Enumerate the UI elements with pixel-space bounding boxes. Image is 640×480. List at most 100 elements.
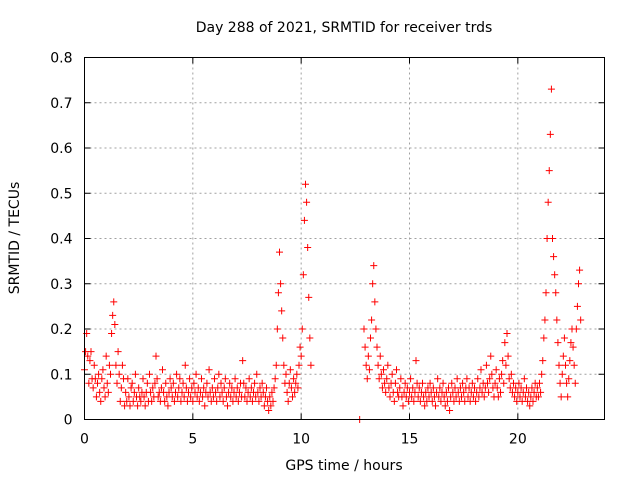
y-tick-label: 0.2	[50, 322, 72, 338]
data-point	[91, 375, 99, 383]
axis-ticks: 0 0.1 0.2 0.3 0.4 0.5 0.6 0.7 0.8 0 5 10 15 20	[50, 51, 605, 448]
data-point	[503, 330, 511, 338]
data-point	[245, 375, 253, 383]
data-point	[504, 352, 512, 360]
data-point	[189, 397, 197, 405]
data-point	[499, 357, 507, 365]
data-point	[563, 379, 571, 387]
data-point	[442, 388, 450, 396]
data-point	[526, 402, 534, 410]
data-point	[559, 352, 567, 360]
data-point	[231, 375, 239, 383]
data-point	[362, 361, 370, 369]
x-tick-label: 0	[80, 432, 89, 448]
data-point	[164, 402, 172, 410]
chart-title: Day 288 of 2021, SRMTID for receiver trd…	[196, 20, 493, 36]
data-point	[201, 402, 209, 410]
data-point	[386, 393, 394, 401]
data-point	[258, 379, 266, 387]
data-point	[487, 352, 495, 360]
data-point	[298, 325, 306, 333]
data-point	[468, 379, 476, 387]
data-point	[437, 397, 445, 405]
data-point	[364, 352, 372, 360]
data-point	[219, 397, 227, 405]
data-point	[481, 384, 489, 392]
data-point	[269, 397, 277, 405]
data-point	[159, 366, 166, 374]
x-tick-label: 20	[509, 432, 527, 448]
data-point	[98, 375, 106, 383]
data-point	[558, 370, 566, 378]
data-point	[274, 289, 282, 297]
data-point	[256, 384, 264, 392]
data-point	[428, 397, 436, 405]
y-tick-label: 0.6	[50, 141, 72, 157]
data-point	[492, 366, 500, 374]
data-point	[391, 379, 399, 387]
data-point	[170, 397, 178, 405]
data-point	[174, 393, 182, 401]
data-point	[180, 393, 188, 401]
data-point	[291, 388, 299, 396]
data-point	[290, 375, 298, 383]
y-tick-label: 0.7	[50, 96, 72, 112]
data-point	[148, 397, 156, 405]
data-point	[273, 325, 281, 333]
data-point	[566, 357, 574, 365]
data-point	[240, 379, 248, 387]
data-point	[128, 379, 136, 387]
data-point	[253, 370, 261, 378]
data-point	[498, 370, 506, 378]
data-point	[520, 375, 528, 383]
data-point	[448, 379, 456, 387]
data-point	[565, 375, 573, 383]
data-point	[474, 375, 482, 383]
data-point	[263, 384, 270, 392]
data-point	[570, 361, 578, 369]
data-point	[270, 384, 278, 392]
data-point	[549, 235, 556, 242]
y-tick-label: 0	[64, 413, 73, 429]
data-point	[382, 388, 390, 396]
data-point	[220, 384, 228, 392]
data-point	[445, 384, 452, 392]
data-point	[493, 384, 501, 392]
data-point	[407, 375, 415, 383]
data-point	[539, 357, 547, 365]
data-point	[186, 375, 194, 383]
data-point	[234, 397, 242, 405]
data-point	[115, 370, 123, 378]
data-point	[501, 339, 509, 347]
data-point	[97, 397, 105, 405]
data-point	[572, 325, 580, 333]
data-point	[436, 384, 444, 392]
data-point	[397, 375, 405, 383]
data-point	[567, 339, 575, 347]
data-point	[157, 384, 165, 392]
data-point	[173, 370, 181, 378]
data-point	[460, 388, 468, 396]
data-point	[205, 366, 213, 374]
data-point	[280, 361, 288, 369]
data-point	[536, 379, 543, 387]
data-point	[94, 379, 101, 387]
data-point	[272, 361, 280, 369]
data-point	[575, 280, 582, 288]
grid	[84, 57, 605, 420]
data-point	[564, 393, 572, 401]
data-point	[122, 388, 130, 396]
data-point	[472, 397, 480, 405]
data-point	[547, 85, 555, 93]
data-point	[192, 370, 200, 378]
data-point	[218, 388, 226, 396]
data-point	[295, 361, 303, 369]
data-points	[81, 85, 585, 423]
data-point	[172, 388, 179, 396]
data-point	[212, 388, 220, 396]
data-point	[432, 402, 439, 410]
data-point	[126, 402, 134, 410]
data-point	[143, 379, 151, 387]
data-point	[380, 366, 387, 374]
data-point	[388, 370, 396, 378]
